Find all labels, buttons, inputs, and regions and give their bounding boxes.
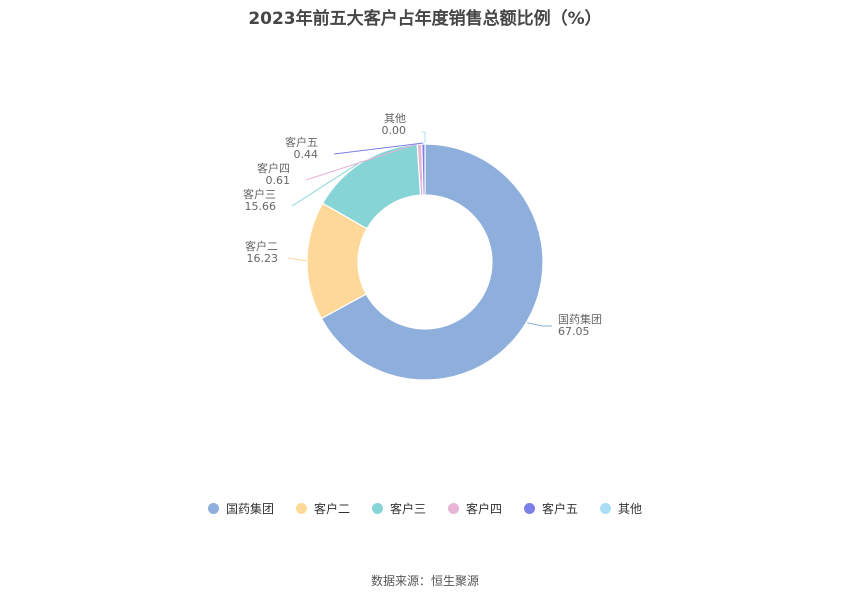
callout-line-3 [291, 160, 363, 207]
legend-marker [371, 503, 383, 514]
slice-value-5: 0.44 [294, 148, 319, 161]
legend-label: 客户二 [313, 502, 350, 516]
legend-label: 其他 [618, 502, 643, 516]
legend-item-5[interactable]: 客户五 [524, 500, 578, 517]
slice-label-2: 客户二 [245, 239, 278, 253]
legend-label: 国药集团 [225, 502, 274, 516]
slice-label-3: 客户三 [243, 187, 276, 201]
slice-value-6: 0.00 [382, 124, 407, 137]
slice-label-6: 其他 [384, 112, 406, 125]
legend-marker [600, 503, 612, 514]
data-source: 数据来源：恒生聚源 [370, 574, 479, 588]
callout-line-2 [287, 257, 307, 262]
legend-item-6[interactable]: 其他 [600, 500, 642, 517]
legend-label: 客户五 [542, 502, 579, 516]
legend-item-2[interactable]: 客户二 [295, 500, 350, 517]
callout-line-4 [305, 142, 420, 181]
slice-label-4: 客户四 [257, 161, 290, 175]
callout-line-5 [333, 142, 424, 155]
slice-label-5: 客户五 [285, 135, 318, 149]
chart-title: 2023年前五大客户占年度销售总额比例（%） [248, 9, 602, 29]
slice-1 [320, 143, 544, 381]
slice-value-3: 15.66 [245, 200, 277, 213]
legend-label: 客户四 [466, 502, 503, 516]
callout-line-1 [527, 322, 552, 327]
slice-5 [421, 143, 426, 196]
slice-label-1: 国药集团 [558, 312, 602, 326]
legend: 国药集团 客户二 客户三 客户四 客户五 其他 [0, 500, 850, 517]
legend-marker [524, 503, 536, 514]
slice-value-1: 67.05 [558, 325, 590, 338]
legend-marker [207, 503, 219, 514]
slice-value-4: 0.61 [266, 174, 291, 187]
legend-item-1[interactable]: 国药集团 [207, 500, 274, 517]
legend-marker [448, 503, 459, 514]
callout-line-6 [422, 131, 426, 143]
legend-marker [295, 503, 307, 514]
legend-label: 客户三 [389, 502, 426, 516]
legend-item-4[interactable]: 客户四 [448, 500, 502, 517]
legend-item-3[interactable]: 客户三 [371, 500, 426, 517]
slice-value-2: 16.23 [247, 252, 279, 265]
